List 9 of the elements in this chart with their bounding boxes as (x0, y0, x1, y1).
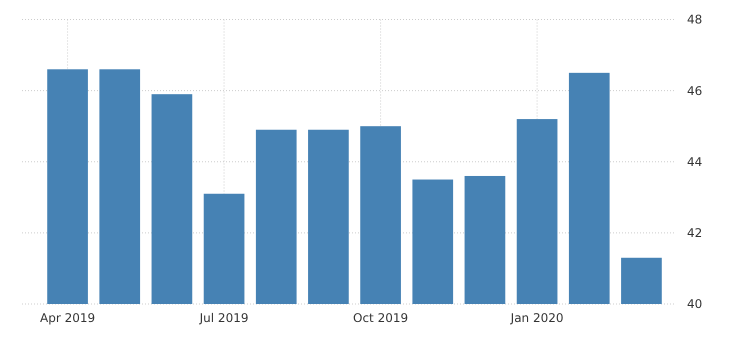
y-tick-label: 40 (687, 297, 702, 312)
x-tick-label: Oct 2019 (353, 311, 408, 325)
y-tick-label: 46 (687, 84, 702, 98)
y-tick-label: 44 (687, 154, 702, 169)
x-tick-label: Jul 2019 (198, 311, 248, 325)
x-tick-label: Jan 2020 (510, 311, 564, 325)
y-tick-label: 42 (687, 226, 702, 240)
x-tick-label: Apr 2019 (40, 311, 96, 325)
y-tick-label: 48 (687, 12, 702, 27)
